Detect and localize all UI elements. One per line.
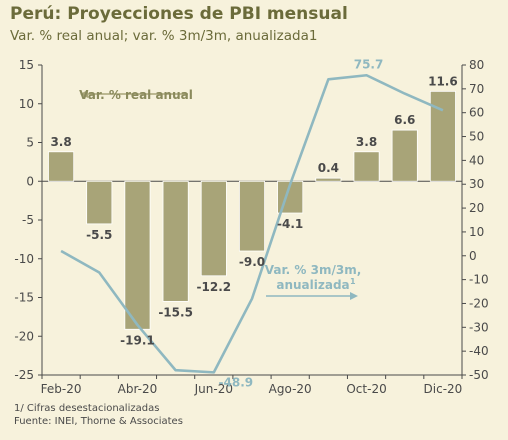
right-tick-label: 30	[469, 177, 484, 191]
line-layer	[60, 73, 444, 374]
bar-value-label: -19.1	[120, 333, 155, 347]
chart-subtitle: Var. % real anual; var. % 3m/3m, anualiz…	[10, 28, 318, 44]
left-tick-label: -5	[22, 213, 34, 227]
axes-layer: 151050-5-10-15-20-2580706050403020100-10…	[14, 58, 488, 396]
x-tick-label: Ago-20	[269, 382, 312, 396]
bar	[48, 151, 75, 182]
x-tick-label: Feb-20	[41, 382, 82, 396]
bar-value-label: -12.2	[197, 280, 232, 294]
left-tick-label: 0	[26, 174, 34, 188]
legend-layer: Var. % real anual Var. % 3m/3m,anualizada…	[79, 88, 361, 300]
bar	[429, 90, 456, 182]
footnote: 1/ Cifras desestacionalizadas	[14, 403, 160, 414]
x-tick-label: Dic-20	[424, 382, 463, 396]
bar-value-label: 3.8	[50, 135, 71, 149]
bar-value-label: -15.5	[158, 305, 193, 319]
right-tick-label: 0	[469, 249, 477, 263]
bar	[391, 129, 418, 182]
left-tick-label: -10	[14, 252, 34, 266]
line-legend-superscript: 1	[350, 277, 356, 286]
bar-value-label: 0.4	[318, 161, 339, 175]
bar-value-label: -9.0	[239, 255, 265, 269]
right-tick-label: 40	[469, 153, 484, 167]
line-value-label: -48.9	[219, 375, 254, 389]
source-note: Fuente: INEI, Thorne & Associates	[14, 416, 183, 427]
left-tick-label: -15	[14, 291, 34, 305]
bar-legend-label: Var. % real anual	[79, 88, 193, 102]
bar-value-label: -4.1	[277, 217, 303, 231]
left-tick-label: 5	[26, 136, 34, 150]
right-tick-label: 50	[469, 130, 484, 144]
bar	[124, 180, 151, 330]
x-tick-label: Abr-20	[118, 382, 158, 396]
bar-legend-arrow-icon	[80, 90, 88, 98]
bars-layer	[48, 90, 456, 330]
bar	[162, 180, 189, 302]
left-tick-label: 15	[19, 58, 34, 72]
right-tick-label: -30	[469, 320, 489, 334]
bar	[200, 180, 227, 277]
bar	[353, 151, 380, 182]
left-tick-label: 10	[19, 97, 34, 111]
bar-value-label: 6.6	[394, 113, 415, 127]
line-value-label: 75.7	[354, 57, 384, 71]
bar-value-label: 3.8	[356, 135, 377, 149]
x-tick-label: Jun-20	[194, 382, 233, 396]
right-tick-label: 20	[469, 201, 484, 215]
line-legend-label-2: anualizada	[276, 278, 349, 292]
right-tick-label: 10	[469, 225, 484, 239]
right-tick-label: -50	[469, 368, 489, 382]
bar-value-label: -5.5	[86, 228, 112, 242]
bar	[86, 180, 113, 225]
right-tick-label: 80	[469, 58, 484, 72]
line-legend-arrow-icon	[350, 292, 358, 300]
right-tick-label: -20	[469, 296, 489, 310]
left-tick-label: -20	[14, 329, 34, 343]
left-tick-label: -25	[14, 368, 34, 382]
labels-layer: 3.8 -5.5 -19.1-15.5 -12.2 -9.0 -4.1 0.4 3.8 6.6 1…	[50, 57, 457, 389]
line-legend-label-1: Var. % 3m/3m,	[265, 263, 362, 277]
right-tick-label: -40	[469, 344, 489, 358]
bar	[238, 180, 265, 252]
right-tick-label: 60	[469, 106, 484, 120]
chart-title: Perú: Proyecciones de PBI mensual	[10, 4, 348, 24]
right-tick-label: 70	[469, 82, 484, 96]
right-tick-label: -10	[469, 273, 489, 287]
x-tick-label: Oct-20	[346, 382, 386, 396]
bar	[315, 177, 342, 182]
bar-value-label: 11.6	[428, 74, 458, 88]
